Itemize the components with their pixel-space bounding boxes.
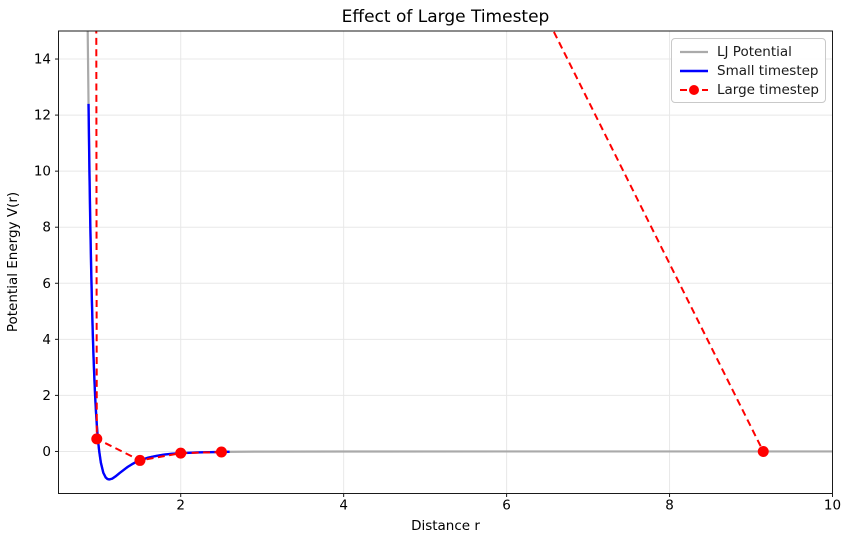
y-tick-label: 14 bbox=[34, 52, 51, 68]
small-timestep-curve bbox=[87, 103, 230, 481]
plot-border bbox=[58, 30, 833, 494]
chart-title: Effect of Large Timestep bbox=[342, 7, 550, 27]
lj-potential-line-icon bbox=[680, 50, 708, 53]
y-tick-label: 12 bbox=[34, 108, 51, 124]
legend-entry-lj-potential: LJ Potential bbox=[679, 42, 819, 61]
tick-layer: 2 4 6 8 10 0 2 4 6 8 10 12 14 bbox=[34, 52, 841, 514]
large-timestep-marker bbox=[175, 447, 187, 459]
y-tick-label: 8 bbox=[42, 220, 51, 236]
x-tick-label: 2 bbox=[176, 498, 185, 514]
series-layer bbox=[86, 31, 833, 481]
legend: LJ Potential Small timestep Large timest… bbox=[671, 38, 826, 103]
legend-label: Small timestep bbox=[717, 62, 819, 79]
large-timestep-line-marker-icon bbox=[680, 84, 708, 95]
x-axis-label: Distance r bbox=[411, 518, 480, 534]
x-tick-label: 4 bbox=[339, 498, 348, 514]
legend-label: LJ Potential bbox=[717, 43, 792, 60]
x-tick-label: 8 bbox=[665, 498, 674, 514]
large-timestep-marker bbox=[134, 454, 146, 466]
y-tick-label: 10 bbox=[34, 164, 51, 180]
legend-entry-small-timestep: Small timestep bbox=[679, 61, 819, 80]
large-timestep-marker bbox=[215, 446, 227, 458]
large-timestep-marker bbox=[91, 433, 103, 445]
y-tick-label: 0 bbox=[42, 444, 51, 460]
legend-entry-large-timestep: Large timestep bbox=[679, 80, 819, 99]
x-tick-label: 10 bbox=[824, 498, 841, 514]
large-timestep-curve bbox=[95, 31, 765, 462]
small-timestep-line-icon bbox=[680, 69, 708, 72]
large-timestep-marker bbox=[757, 445, 769, 457]
y-tick-label: 6 bbox=[42, 276, 51, 292]
y-axis-label: Potential Energy V(r) bbox=[5, 192, 21, 332]
x-tick-label: 6 bbox=[502, 498, 511, 514]
legend-label: Large timestep bbox=[717, 81, 819, 98]
y-tick-label: 4 bbox=[42, 332, 51, 348]
y-tick-label: 2 bbox=[42, 388, 51, 404]
